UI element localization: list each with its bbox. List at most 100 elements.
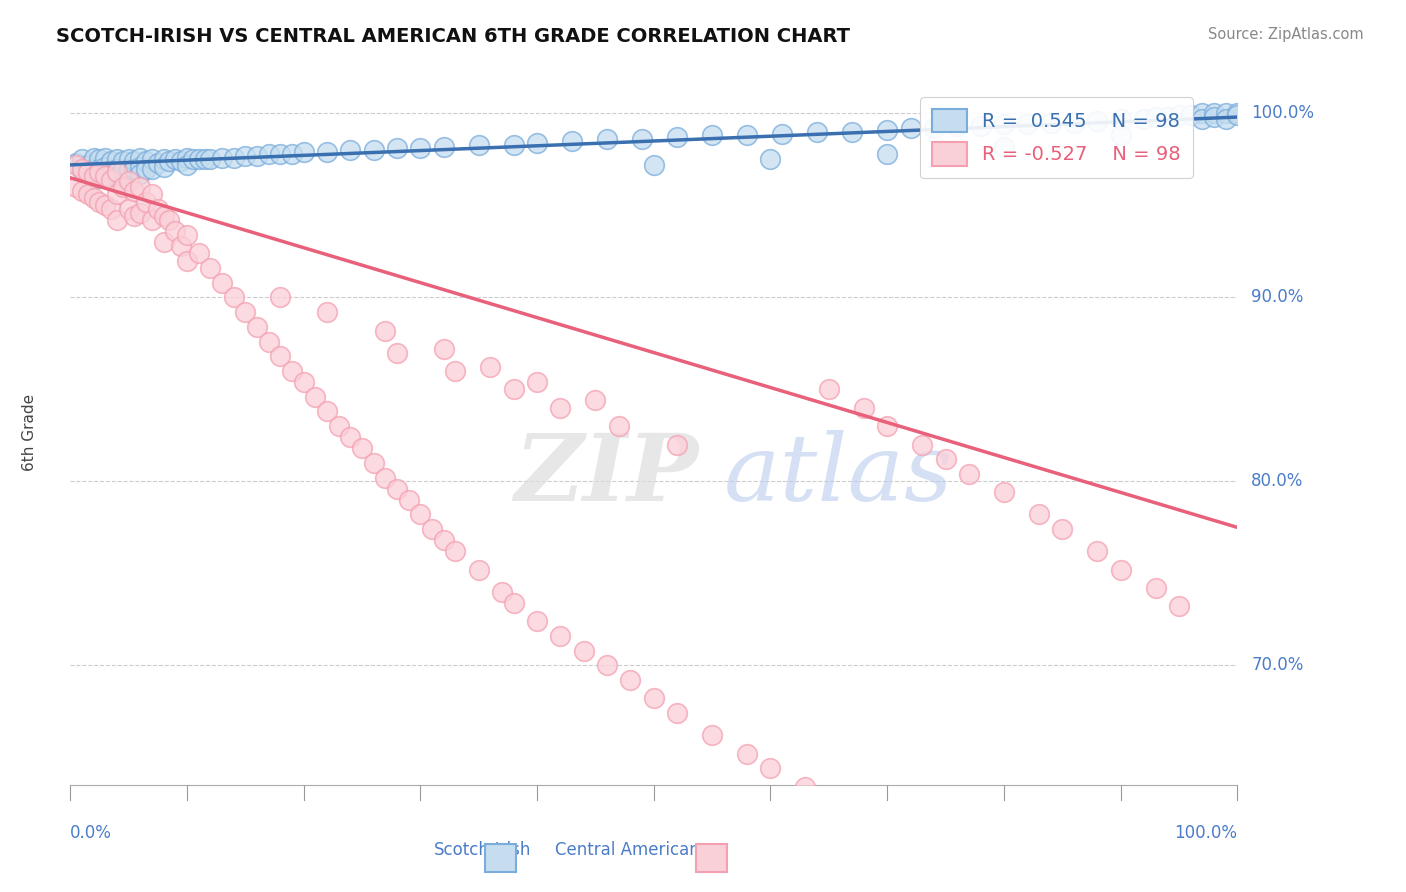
Point bbox=[211, 151, 233, 165]
Point bbox=[550, 629, 572, 643]
Point bbox=[1109, 128, 1132, 143]
Point bbox=[1144, 581, 1167, 595]
Point bbox=[152, 153, 174, 167]
Point bbox=[643, 158, 665, 172]
Point bbox=[105, 161, 128, 176]
Point bbox=[269, 349, 291, 363]
Point bbox=[561, 134, 583, 148]
Point bbox=[118, 174, 141, 188]
Point bbox=[409, 508, 432, 522]
Point bbox=[433, 139, 456, 153]
Point bbox=[129, 151, 152, 165]
Point bbox=[363, 456, 385, 470]
Point bbox=[502, 596, 524, 610]
Point bbox=[83, 151, 105, 165]
Text: 90.0%: 90.0% bbox=[1251, 288, 1303, 306]
Point bbox=[770, 127, 793, 141]
Point bbox=[118, 161, 141, 176]
Point bbox=[526, 614, 548, 628]
Point bbox=[105, 165, 128, 179]
Point bbox=[83, 161, 105, 176]
Point bbox=[993, 118, 1015, 132]
Point bbox=[111, 154, 134, 169]
Point bbox=[187, 246, 209, 260]
Point bbox=[363, 143, 385, 157]
Point bbox=[479, 360, 502, 375]
Point bbox=[1017, 118, 1039, 132]
Point bbox=[911, 437, 934, 451]
Point bbox=[100, 163, 122, 178]
Point bbox=[176, 227, 198, 242]
Point bbox=[118, 153, 141, 167]
Point bbox=[94, 160, 117, 174]
Point bbox=[374, 324, 396, 338]
Point bbox=[385, 482, 408, 496]
Point bbox=[841, 125, 863, 139]
Point bbox=[572, 643, 595, 657]
Point bbox=[316, 404, 339, 418]
Point bbox=[596, 132, 619, 146]
Point bbox=[222, 290, 245, 304]
Point bbox=[94, 198, 117, 212]
Point bbox=[1180, 108, 1202, 122]
Point bbox=[1202, 106, 1225, 120]
Point bbox=[619, 673, 641, 687]
Point bbox=[374, 471, 396, 485]
Point bbox=[200, 260, 222, 275]
Point bbox=[176, 151, 198, 165]
Text: SCOTCH-IRISH VS CENTRAL AMERICAN 6TH GRADE CORRELATION CHART: SCOTCH-IRISH VS CENTRAL AMERICAN 6TH GRA… bbox=[56, 27, 851, 45]
Point bbox=[467, 137, 491, 152]
Point bbox=[170, 154, 193, 169]
Point bbox=[502, 137, 524, 152]
Point bbox=[141, 153, 163, 167]
Point bbox=[187, 153, 209, 167]
Point bbox=[94, 151, 117, 165]
Point bbox=[596, 658, 619, 673]
Point bbox=[1050, 522, 1074, 536]
Point bbox=[631, 132, 654, 146]
Point bbox=[124, 184, 146, 198]
Point bbox=[420, 522, 443, 536]
Point bbox=[76, 158, 98, 172]
Text: 70.0%: 70.0% bbox=[1251, 657, 1303, 674]
Point bbox=[152, 210, 174, 224]
Point bbox=[352, 442, 374, 456]
Point bbox=[257, 147, 280, 161]
Point bbox=[146, 156, 169, 170]
Point bbox=[398, 492, 420, 507]
Point bbox=[181, 153, 204, 167]
Point bbox=[702, 728, 724, 742]
Point bbox=[666, 130, 689, 145]
Point bbox=[100, 154, 122, 169]
Point bbox=[526, 375, 548, 389]
Point bbox=[969, 120, 991, 134]
Point bbox=[607, 419, 630, 434]
Point bbox=[65, 180, 87, 194]
Point bbox=[876, 123, 898, 137]
Point bbox=[339, 430, 361, 444]
Point bbox=[316, 145, 339, 159]
Point bbox=[292, 145, 315, 159]
Text: Central Americans: Central Americans bbox=[554, 841, 709, 859]
Point bbox=[339, 143, 361, 157]
Point bbox=[129, 160, 152, 174]
Point bbox=[89, 165, 111, 179]
Point bbox=[735, 747, 758, 761]
Point bbox=[794, 780, 817, 794]
Point bbox=[957, 467, 980, 481]
Point bbox=[200, 153, 222, 167]
Point bbox=[211, 276, 233, 290]
Point bbox=[70, 161, 93, 176]
Point bbox=[876, 147, 898, 161]
Point bbox=[900, 121, 922, 136]
Point bbox=[281, 147, 304, 161]
Text: Source: ZipAtlas.com: Source: ZipAtlas.com bbox=[1208, 27, 1364, 42]
Point bbox=[111, 163, 134, 178]
Point bbox=[70, 153, 93, 167]
Point bbox=[233, 305, 256, 319]
Point bbox=[993, 139, 1015, 153]
Point bbox=[328, 419, 350, 434]
Point bbox=[304, 390, 326, 404]
Point bbox=[1202, 110, 1225, 124]
Point bbox=[65, 158, 87, 172]
